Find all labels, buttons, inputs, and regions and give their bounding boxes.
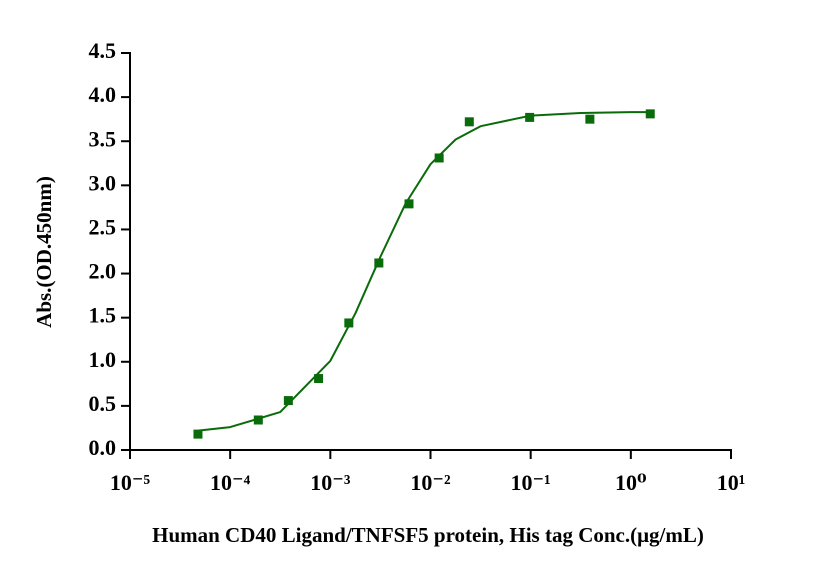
x-tick-label: 10⁻² [410, 470, 451, 495]
x-axis-title: Human CD40 Ligand/TNFSF5 protein, His ta… [152, 523, 704, 547]
y-tick-label: 3.5 [89, 126, 117, 151]
y-tick-label: 0.0 [89, 435, 117, 460]
y-tick-label: 4.5 [89, 38, 117, 63]
data-point [344, 318, 354, 328]
y-tick-label: 2.5 [89, 214, 117, 239]
data-point [193, 429, 203, 439]
y-tick-label: 3.0 [89, 170, 117, 195]
y-tick-label: 4.0 [89, 82, 117, 107]
y-axis-title: Abs.(OD.450nm) [32, 176, 56, 328]
x-tick-label: 10⁻⁵ [110, 470, 151, 495]
data-point [645, 109, 655, 119]
data-point [283, 396, 293, 406]
fit-curve [198, 111, 651, 432]
data-point [585, 114, 595, 124]
x-tick-label: 10¹ [717, 470, 746, 495]
y-tick-label: 1.5 [89, 303, 117, 328]
y-tick-label: 2.0 [89, 259, 117, 284]
y-tick-label: 1.0 [89, 347, 117, 372]
data-point [404, 199, 414, 209]
data-point [525, 112, 535, 122]
data-point [434, 153, 444, 163]
data-point [374, 258, 384, 268]
x-tick-label: 10⁻⁴ [210, 470, 251, 495]
y-tick-label: 0.5 [89, 391, 117, 416]
data-point [314, 374, 324, 384]
x-tick-label: 10⁻³ [310, 470, 351, 495]
x-tick-label: 10⁻¹ [511, 470, 551, 495]
data-point [253, 415, 263, 425]
x-tick-label: 10⁰ [615, 470, 647, 495]
data-point [464, 117, 474, 127]
